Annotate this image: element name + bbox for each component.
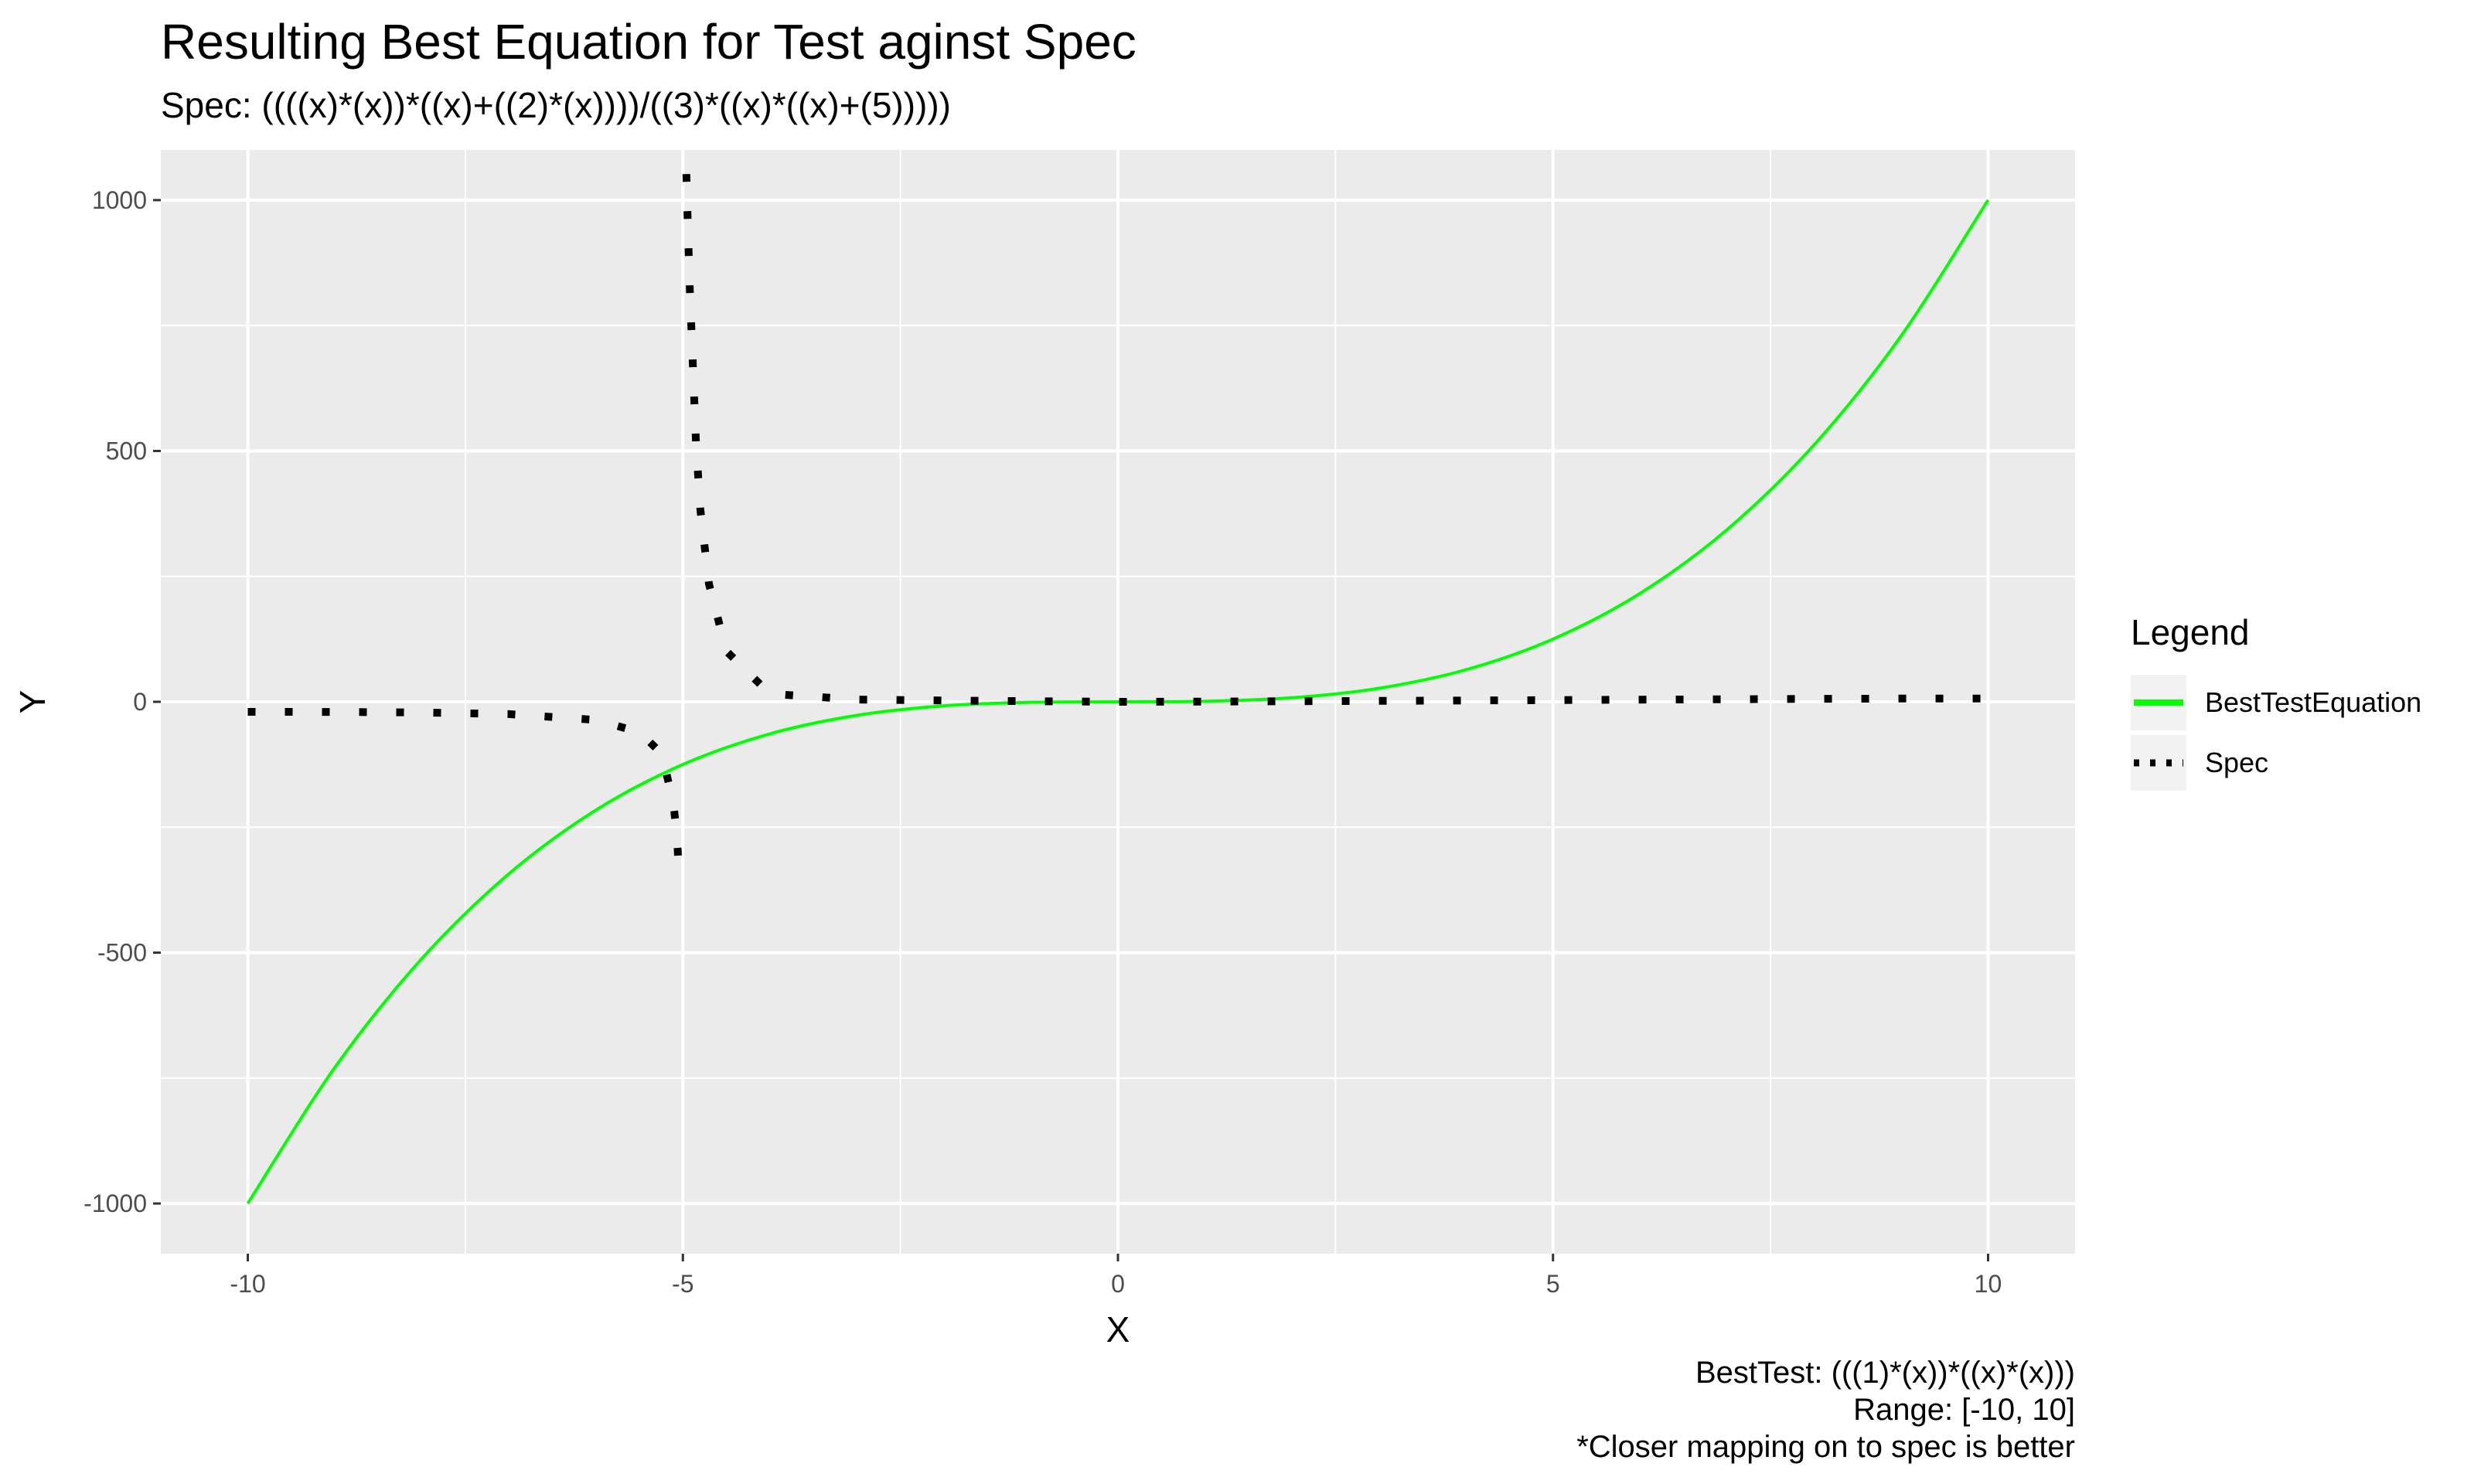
legend-item-best-test-equation: BestTestEquation	[2131, 672, 2421, 733]
y-tick-label: -500	[97, 939, 147, 967]
x-tick-label: -5	[672, 1270, 693, 1298]
y-axis-title: Y	[12, 690, 53, 714]
legend-key-dotted-line	[2131, 735, 2186, 791]
legend: Legend BestTestEquation Spec	[2131, 609, 2421, 793]
y-tick-label: -1000	[83, 1190, 147, 1217]
caption-best-test: BestTest: (((1)*(x))*((x)*(x)))	[1695, 1356, 2075, 1390]
series-layer	[246, 174, 1990, 1205]
x-axis-title: X	[1106, 1309, 1130, 1350]
y-tick-label: 500	[106, 437, 147, 465]
x-tick-label: 5	[1546, 1270, 1560, 1298]
x-tick-label: 0	[1111, 1270, 1125, 1298]
legend-item-spec: Spec	[2131, 733, 2421, 793]
y-tick-label: 0	[133, 688, 147, 716]
legend-key-green-line	[2131, 675, 2186, 730]
axis-tick-labels: -10 -5 0 5 10 -1000 -500 0 500 1000	[83, 186, 2002, 1298]
axis-ticks	[153, 199, 1989, 1261]
legend-title: Legend	[2131, 612, 2250, 652]
chart-subtitle: Spec: ((((x)*(x))*((x)+((2)*(x))))/((3)*…	[161, 85, 951, 125]
caption-range: Range: [-10, 10]	[1853, 1393, 2075, 1427]
chart-title: Resulting Best Equation for Test aginst …	[161, 14, 1136, 70]
series-line-best-test-equation	[246, 199, 1990, 1205]
series-line-spec	[247, 174, 1988, 880]
caption-note: *Closer mapping on to spec is better	[1576, 1430, 2075, 1464]
legend-label: Spec	[2205, 747, 2269, 778]
caption: BestTest: (((1)*(x))*((x)*(x))) Range: […	[1576, 1354, 2075, 1465]
x-tick-label: -10	[230, 1270, 265, 1298]
y-tick-label: 1000	[92, 186, 147, 214]
x-tick-label: 10	[1975, 1270, 2002, 1298]
legend-label: BestTestEquation	[2205, 686, 2422, 718]
